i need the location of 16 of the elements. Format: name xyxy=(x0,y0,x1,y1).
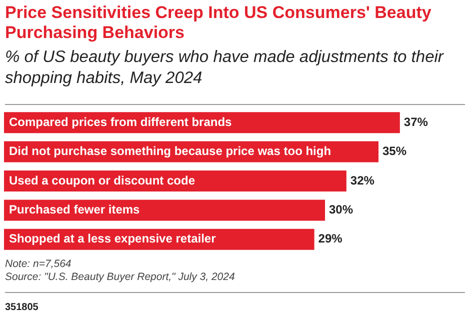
y-tick-label: Did not purchase something because price was too high xyxy=(9,144,332,158)
data-label: 30% xyxy=(329,202,354,217)
chart-title: Price Sensitivities Creep Into US Consumers' Beauty Purchasing Behaviors xyxy=(5,3,432,43)
text: 351805 xyxy=(5,302,38,313)
chart-subtitle: % of US beauty buyers who have made adjustments to their shopping habits, May 2024 xyxy=(5,47,445,89)
y-tick-label: Used a coupon or discount code xyxy=(9,173,196,188)
y-tick-label: Compared prices from different brands xyxy=(9,114,232,129)
data-label: 29% xyxy=(318,232,343,246)
data-label: 32% xyxy=(350,173,375,188)
text: Note: n=7,564 xyxy=(5,258,72,271)
y-tick-label: Purchased fewer items xyxy=(9,202,140,217)
data-label: 37% xyxy=(404,114,428,129)
data-label: 35% xyxy=(382,144,407,158)
y-tick-label: Shopped at a less expensive retailer xyxy=(9,232,216,246)
bar xyxy=(4,200,325,221)
source-note: Source: "U.S. Beauty Buyer Report," July 3, 2024 xyxy=(5,271,235,284)
